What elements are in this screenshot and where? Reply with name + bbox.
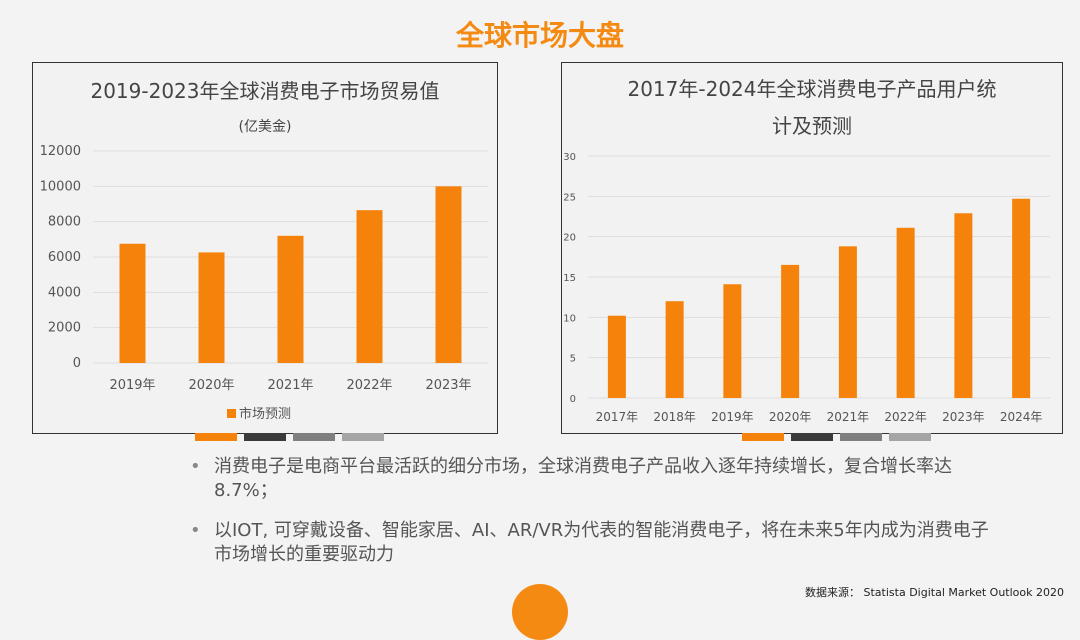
source-note: 数据来源： Statista Digital Market Outlook 20… <box>805 586 1064 599</box>
y-tick-label: 5 <box>570 354 576 365</box>
chart-subtitle: (亿美金) <box>239 119 292 135</box>
x-tick-label: 2021年 <box>827 410 870 424</box>
y-tick-label: 15 <box>563 273 576 284</box>
x-tick-label: 2022年 <box>346 378 392 393</box>
bullet-item: 以IOT, 可穿戴设备、智能家居、AI、AR/VR为代表的智能消费电子，将在未来… <box>190 519 990 567</box>
bar <box>896 227 915 398</box>
color-strip <box>840 433 882 441</box>
chart-user-count: 2017年-2024年全球消费电子产品用户统 计及预测 0 5 10 15 20 25 30 20… <box>561 62 1063 434</box>
y-tick-label: 30 <box>563 152 576 163</box>
legend-label: 市场预测 <box>239 406 291 422</box>
x-tick-label: 2023年 <box>942 410 985 424</box>
bar <box>607 315 626 398</box>
x-tick-label: 2023年 <box>425 378 471 393</box>
bar <box>838 246 857 398</box>
bar <box>198 252 225 363</box>
y-tick-label: 6000 <box>48 250 81 265</box>
y-tick-label: 25 <box>563 192 576 203</box>
decorative-semicircle <box>512 584 568 640</box>
bar <box>277 235 304 363</box>
color-strip <box>244 433 286 441</box>
y-tick-label: 4000 <box>48 285 81 300</box>
chart-title: 2017年-2024年全球消费电子产品用户统 <box>627 77 996 101</box>
x-tick-label: 2024年 <box>1000 410 1043 424</box>
chart-title: 计及预测 <box>772 114 852 138</box>
color-strip <box>791 433 833 441</box>
bar <box>356 210 383 363</box>
color-strip <box>195 433 237 441</box>
y-tick-label: 0 <box>570 394 576 405</box>
bullet-list: 消费电子是电商平台最活跃的细分市场，全球消费电子产品收入逐年持续增长，复合增长率… <box>190 455 990 583</box>
y-tick-label: 12000 <box>40 144 81 159</box>
x-tick-label: 2019年 <box>109 378 155 393</box>
y-tick-label: 10 <box>563 313 576 324</box>
chart-trade-value: 2019-2023年全球消费电子市场贸易值 (亿美金) 0 2000 4000 6000 8… <box>32 62 498 434</box>
x-tick-label: 2019年 <box>711 410 754 424</box>
bar <box>781 264 800 398</box>
chart-title: 2019-2023年全球消费电子市场贸易值 <box>90 79 439 103</box>
y-tick-label: 2000 <box>48 321 81 336</box>
x-tick-label: 2017年 <box>596 410 639 424</box>
y-tick-label: 10000 <box>40 179 81 194</box>
color-strip <box>293 433 335 441</box>
color-strip <box>342 433 384 441</box>
x-tick-label: 2020年 <box>188 378 234 393</box>
page-title: 全球市场大盘 <box>455 19 624 52</box>
bar <box>665 301 684 398</box>
legend-swatch <box>227 409 236 418</box>
color-strip <box>889 433 931 441</box>
y-tick-label: 20 <box>563 233 576 244</box>
bar <box>119 243 146 363</box>
bar <box>954 213 973 398</box>
bullet-item: 消费电子是电商平台最活跃的细分市场，全球消费电子产品收入逐年持续增长，复合增长率… <box>190 455 990 503</box>
y-tick-label: 0 <box>73 356 81 371</box>
bar <box>1012 198 1031 398</box>
x-tick-label: 2020年 <box>769 410 812 424</box>
x-tick-label: 2021年 <box>267 378 313 393</box>
color-strip <box>742 433 784 441</box>
x-tick-label: 2022年 <box>884 410 927 424</box>
bar <box>435 186 462 363</box>
bar <box>723 284 742 398</box>
x-tick-label: 2018年 <box>653 410 696 424</box>
y-tick-label: 8000 <box>48 215 81 230</box>
